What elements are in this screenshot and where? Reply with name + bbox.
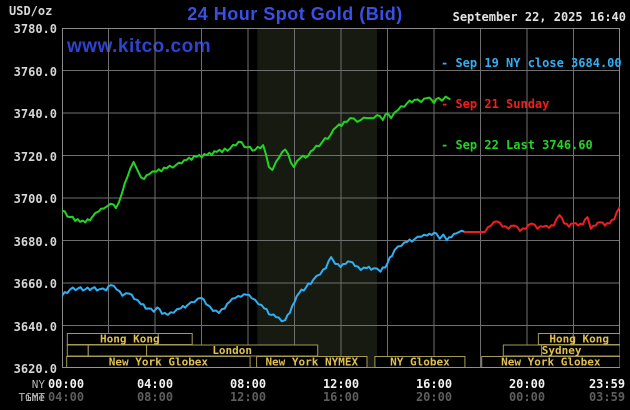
ny-time-tick-label: 08:00 [229,377,267,391]
session-label: New York Globex [501,356,601,369]
session-label: Sydney [542,344,582,357]
y-tick-label: 3660.0 [13,277,57,291]
legend-item-sep22: - Sep 22 Last 3746.60 [441,138,593,152]
session-label: London [212,344,252,357]
session-label: New York Globex [109,356,209,369]
y-tick-label: 3740.0 [13,107,57,121]
ny-time-tick-label: 12:00 [322,377,360,391]
ny-time-tick-label: 20:00 [508,377,546,391]
gmt-tick-label: 16:00 [322,390,360,404]
y-tick-label: 3680.0 [13,234,57,249]
ny-time-tick-label: 04:00 [136,377,174,391]
x-axis-ny-time: NY Time 00:00 04:00 08:00 12:00 16:00 20:00 23… [0,377,630,404]
session-box [87,344,148,357]
session-label: Hong Kong [100,333,160,346]
session-box [481,356,620,368]
session-box [66,356,251,368]
chart-datetime: September 22, 2025 16:40 [452,10,626,24]
gmt-tick-label: 04:00 [47,390,85,404]
session-label: Hong Kong [549,333,609,346]
chart-title: 24 Hour Spot Gold (Bid) [187,4,403,24]
price-line-sep22 [62,95,451,224]
gmt-tick-label: 20:00 [415,390,453,404]
gmt-tick-label: 12:00 [229,390,267,404]
y-axis-unit-label: USD/oz [9,4,53,18]
session-box [256,356,368,368]
y-tick-label: 3720.0 [13,149,57,164]
kitco-watermark-link[interactable]: www.kitco.com [67,36,212,57]
grid [62,28,620,368]
y-tick-label: 3700.0 [13,192,57,206]
legend: - Sep 19 NY close 3684.00 - Sep 21 Sunda… [441,28,622,179]
legend-item-sep19: - Sep 19 NY close 3684.00 [441,56,622,70]
gmt-tick-label: 08:00 [136,390,174,404]
session-box [374,356,466,368]
ny-time-tick-label: 00:00 [47,377,85,391]
gmt-row-label: GMT [25,391,45,404]
gmt-tick-label: 00:00 [508,390,546,404]
ny-time-tick-label: 16:00 [415,377,453,391]
ny-time-tick-label: 23:59 [588,377,626,391]
legend-item-sep21: - Sep 21 Sunday [441,97,550,111]
y-tick-label: 3620.0 [13,362,57,376]
session-box [66,344,89,357]
session-label: New York NYMEX [265,356,358,369]
price-line-sep19 [62,229,466,323]
y-tick-label: 3780.0 [13,22,57,36]
ny-time-row-label: NY Time [18,378,46,404]
session-label: NY Globex [390,356,450,369]
y-tick-label: 3640.0 [13,319,57,334]
price-line-sep21 [463,206,620,233]
y-tick-label: 3760.0 [13,64,57,79]
gmt-tick-label: 03:59 [588,390,626,404]
x-axis-gmt: GMT 04:00 08:00 12:00 16:00 20:00 00:00 03:59 [0,390,630,404]
